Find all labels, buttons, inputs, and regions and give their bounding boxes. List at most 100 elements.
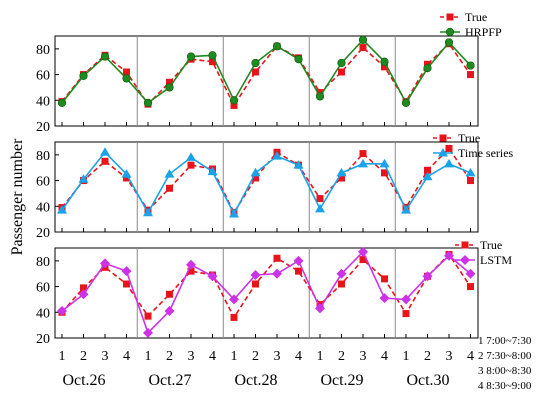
time-note-4: 4 8:30~9:00 (478, 380, 532, 392)
data-point (250, 167, 261, 177)
panel-frame (54, 247, 479, 339)
data-point (57, 205, 67, 214)
data-point (207, 271, 218, 282)
data-point (78, 289, 89, 300)
series-line-time-series (61, 151, 471, 216)
x-tick-label: 2 (166, 349, 173, 364)
day-label-2: Oct.27 (148, 372, 191, 389)
data-point (401, 294, 411, 305)
data-point (100, 147, 110, 156)
data-point (229, 209, 239, 218)
panel-frame (54, 141, 479, 233)
legend-label: HRPFP (465, 25, 502, 39)
y-tick-label: 60 (36, 69, 50, 84)
y-axis-label: Passenger number (9, 138, 26, 256)
y-tick-label: 40 (36, 94, 50, 109)
data-point (293, 160, 304, 169)
legend-label: True (458, 131, 480, 145)
data-point (467, 71, 474, 79)
time-note-1: 1 7:00~7:30 (478, 335, 532, 347)
data-point (186, 259, 196, 270)
data-point (273, 254, 281, 262)
data-point (379, 158, 390, 168)
data-point (230, 101, 238, 109)
x-tick-label: 1 (145, 349, 152, 364)
data-point (467, 283, 474, 291)
data-point (467, 177, 474, 185)
data-point (143, 98, 153, 107)
data-point (123, 280, 130, 288)
data-point (315, 92, 325, 101)
data-point (272, 268, 282, 279)
data-point (121, 266, 132, 277)
data-point (229, 96, 239, 105)
data-point (164, 306, 175, 316)
time-note-3: 3 8:00~8:30 (478, 365, 532, 377)
y-tick-label: 60 (36, 175, 50, 190)
data-point (359, 44, 367, 52)
x-tick-label: 1 (317, 349, 324, 364)
panel-frame (54, 35, 479, 127)
legend-label: Time series (458, 146, 514, 160)
data-point (272, 42, 282, 51)
data-point (165, 83, 174, 92)
x-tick-label: 1 (403, 349, 410, 364)
x-tick-label: 3 (102, 349, 109, 364)
legend-swatch-marker (439, 134, 447, 142)
data-point (422, 171, 433, 181)
data-point (358, 35, 368, 44)
data-point (316, 195, 324, 203)
data-point (144, 312, 152, 320)
data-point (250, 270, 261, 280)
x-tick-label: 2 (338, 349, 345, 364)
x-tick-label: 3 (446, 349, 453, 364)
data-point (252, 68, 259, 76)
y-tick-label: 80 (36, 149, 50, 164)
x-tick-label: 4 (467, 349, 474, 364)
y-tick-label: 80 (36, 255, 50, 270)
data-point (315, 303, 325, 314)
x-tick-label: 4 (123, 349, 130, 364)
data-point (359, 150, 367, 158)
data-point (444, 158, 454, 168)
data-point (359, 256, 367, 264)
data-point (143, 327, 153, 338)
y-tick-label: 20 (36, 226, 50, 241)
data-point (123, 174, 130, 182)
x-tick-label: 1 (231, 349, 238, 364)
data-point (57, 306, 67, 316)
y-tick-label: 80 (36, 43, 50, 58)
legend-swatch-marker (446, 13, 454, 21)
x-tick-label: 3 (188, 349, 195, 364)
data-point (422, 271, 433, 282)
x-tick-label: 2 (80, 349, 87, 364)
data-point (336, 268, 347, 279)
legend-swatch-marker (438, 148, 448, 157)
data-point (338, 174, 345, 182)
day-label-3: Oct.28 (234, 372, 277, 389)
legend-label: LSTM (480, 253, 512, 267)
data-point (209, 58, 216, 66)
data-point (166, 290, 173, 298)
data-point (252, 280, 259, 288)
data-point (338, 68, 345, 76)
data-point (293, 255, 304, 266)
data-point (229, 294, 239, 305)
data-point (186, 52, 196, 61)
day-label-5: Oct.30 (406, 372, 449, 389)
day-label-4: Oct.29 (320, 372, 363, 389)
data-point (336, 167, 347, 177)
data-point (444, 38, 454, 47)
data-point (164, 169, 175, 178)
data-point (465, 167, 476, 177)
legend-swatch-marker (445, 27, 455, 37)
data-point (78, 174, 89, 183)
series-line-true (61, 253, 472, 320)
series-line-lstm (61, 250, 472, 335)
data-point (166, 184, 173, 192)
